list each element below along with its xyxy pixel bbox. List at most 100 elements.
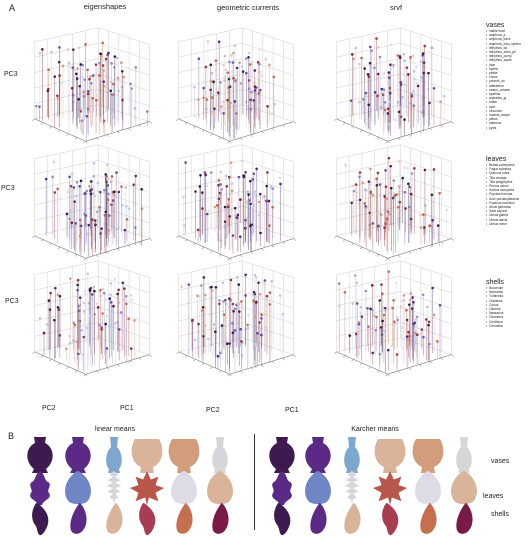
legend-item: lethythos_pump xyxy=(486,54,532,58)
maple-shape xyxy=(372,470,408,506)
mean-shapes-grid xyxy=(27,437,477,536)
fern-shape xyxy=(344,470,360,506)
legend-item: Tilia cordata xyxy=(486,176,532,180)
legend-item: chous xyxy=(486,75,532,79)
vase-shape xyxy=(305,437,331,473)
legend-title: leaves xyxy=(486,156,507,163)
shell-shape xyxy=(106,502,123,534)
fern-shape xyxy=(106,470,122,506)
legend-item: Ulmus laevis xyxy=(486,218,532,222)
pca-3d-scatter-grid xyxy=(32,27,454,377)
legend-item: stable bowl xyxy=(486,29,532,33)
legend-item: Conoidea xyxy=(486,324,532,328)
legend-item: lethythos_stam_pb xyxy=(486,50,532,54)
legend-item: Buccinum xyxy=(486,286,532,290)
axis-label-pc2-col1: PC2 xyxy=(42,405,56,412)
vase-shape xyxy=(269,437,295,473)
panel-a-letter: A xyxy=(9,3,16,13)
legend-list: stable bowlamphora_aamphora_traceamphora… xyxy=(486,29,532,130)
spiral-shape xyxy=(382,502,399,536)
legend-item: Cerithium xyxy=(486,320,532,324)
legend-item: hydria xyxy=(486,67,532,71)
row-label-vases: vases xyxy=(491,458,510,465)
column-title-srvf: srvf xyxy=(389,3,403,12)
panel-b-divider xyxy=(254,434,255,530)
leaf-shape xyxy=(451,470,477,505)
bowl-shape xyxy=(412,439,444,473)
legend-item: Turbinella xyxy=(486,294,532,298)
legend-item: Clavatula xyxy=(486,299,532,303)
legend-title: shells xyxy=(486,279,504,286)
column-title-geometric-currents: geometric currents xyxy=(216,3,280,12)
bowl-shape xyxy=(374,439,406,473)
axis-label-pc2-col2: PC2 xyxy=(206,407,220,414)
shell-shape xyxy=(176,502,193,534)
shell-shape xyxy=(310,502,327,534)
vase-shape xyxy=(65,437,91,473)
legend-item: Tilia platyphyllos xyxy=(486,180,532,184)
legend-item: amphora_trace xyxy=(486,37,532,41)
legend-item: olpe xyxy=(486,63,532,67)
oak-shape xyxy=(30,470,50,506)
legend-item: nestor_column xyxy=(486,88,532,92)
slimvase-shape xyxy=(106,437,122,473)
legend-item: Betula pubescens xyxy=(486,163,532,167)
legend-item: pirianth_ax xyxy=(486,79,532,83)
legend-item: lethythos_ba xyxy=(486,46,532,50)
legend-item: oinochoe xyxy=(486,109,532,113)
axis-label-pc1-col2: PC1 xyxy=(285,407,299,414)
leaf-shape xyxy=(171,470,197,505)
subtitle-karcher-means: Karcher means xyxy=(351,426,399,433)
legend-item: Ulmus glabra xyxy=(486,213,532,217)
legend-item: Sorbus aucuparia xyxy=(486,188,532,192)
legend-item: krater xyxy=(486,100,532,104)
slimvase-shape xyxy=(212,437,228,473)
leaf-shape xyxy=(65,470,91,505)
slimvase-shape xyxy=(344,437,360,473)
legend-item: Alnus glutinosa xyxy=(486,205,532,209)
legend-item: pithos xyxy=(486,117,532,121)
legend-item: Quercus robur xyxy=(486,171,532,175)
legend-item: Salix caprea xyxy=(486,209,532,213)
vase-shape xyxy=(27,437,53,473)
legend-item: Ulmus minor xyxy=(486,222,532,226)
legend-list: Betula pubescensFagus sylvaticaQuercus r… xyxy=(486,163,532,226)
legend-leaves: leaves Betula pubescensFagus sylvaticaQu… xyxy=(486,156,532,226)
legend-item: amphora_xmo_sphere xyxy=(486,42,532,46)
shell-shape xyxy=(344,502,361,534)
bowl-shape xyxy=(131,439,163,473)
shell-shape xyxy=(456,502,473,534)
leaf-shape xyxy=(207,470,233,505)
axis-label-pc1-col1: PC1 xyxy=(120,405,134,412)
legend-item: Prunus avium xyxy=(486,184,532,188)
legend-item: amphora_a xyxy=(486,33,532,37)
legend-item: Conus xyxy=(486,303,532,307)
scatter-panel xyxy=(32,260,152,377)
subtitle-linear-means: linear means xyxy=(94,426,136,433)
scatter-panel xyxy=(176,144,296,261)
row-label-shells: shells xyxy=(491,511,509,518)
legend-vases: vases stable bowlamphora_aamphora_tracea… xyxy=(486,22,532,130)
legend-item: pyxis xyxy=(486,126,532,130)
legend-item: aryballos_gl xyxy=(486,96,532,100)
legend-item: Littorina xyxy=(486,307,532,311)
legend-list: BuccinumNeptuneaTurbinellaClavatulaConus… xyxy=(486,286,532,328)
scatter-panel xyxy=(32,27,152,144)
shell-shape xyxy=(70,502,87,534)
maple-shape xyxy=(129,470,165,506)
legend-item: Nassarius xyxy=(486,311,532,315)
row-label-leaves: leaves xyxy=(483,493,504,500)
shell-shape xyxy=(420,502,437,534)
leaf-shape xyxy=(305,470,331,505)
legend-item: kylix xyxy=(486,105,532,109)
scatter-panel xyxy=(334,27,454,144)
axis-label-pc3-row2: PC3 xyxy=(1,185,15,192)
scatter-panel xyxy=(334,260,454,377)
leaf-shape xyxy=(415,470,441,505)
axis-label-pc3-row1: PC3 xyxy=(4,71,18,78)
axis-label-pc3-row3: PC3 xyxy=(5,298,19,305)
oak-shape xyxy=(272,470,292,506)
legend-item: Fagus sylvatica xyxy=(486,167,532,171)
scatter-panel xyxy=(334,144,454,261)
scatter-panel xyxy=(176,260,296,377)
